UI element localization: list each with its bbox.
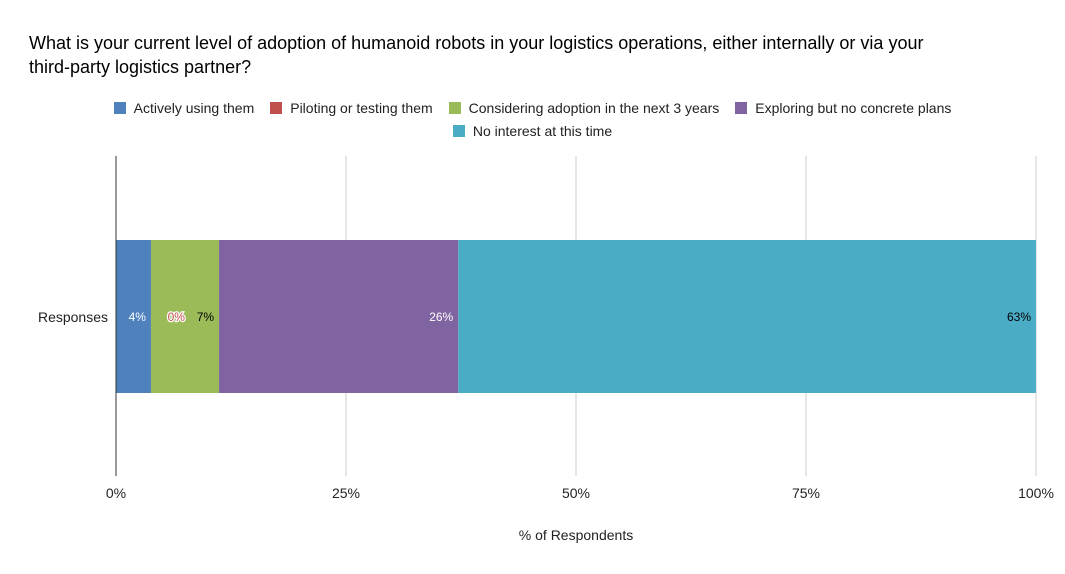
legend-row-2: No interest at this time: [0, 119, 1065, 142]
legend-item-actively-using[interactable]: Actively using them: [113, 99, 255, 116]
data-label: 0%: [168, 310, 186, 324]
legend-swatch: [452, 124, 465, 137]
data-label: 7%: [197, 310, 215, 324]
legend-item-exploring[interactable]: Exploring but no concrete plans: [735, 100, 951, 116]
data-label: 26%: [429, 310, 453, 324]
x-tick-label: 75%: [792, 485, 820, 501]
data-label: 63%: [1007, 310, 1031, 324]
category-label: Responses: [38, 309, 108, 325]
x-tick-label: 0%: [106, 485, 126, 501]
x-tick-label: 50%: [562, 485, 590, 501]
x-tick-label: 25%: [332, 485, 360, 501]
chart-title-line-1: What is your current level of adoption o…: [29, 33, 924, 53]
chart-title: What is your current level of adoption o…: [29, 31, 1039, 79]
bar-segment-actively-using-them: [116, 240, 151, 393]
legend-item-piloting[interactable]: Piloting or testing them: [270, 99, 433, 116]
data-label: 4%: [129, 310, 147, 324]
legend-item-considering[interactable]: Considering adoption in the next 3 years: [448, 99, 720, 116]
bar-segment-considering-adoption-in-the-next-3-years: [150, 240, 220, 393]
legend-swatch: [270, 101, 283, 114]
legend-label: Exploring but no concrete plans: [755, 99, 952, 116]
bar-segment-no-interest-at-this-time: [458, 240, 1036, 393]
x-axis-title: % of Respondents: [519, 527, 633, 543]
chart-title-line-2: third-party logistics partner?: [29, 57, 252, 77]
legend-item-no-interest[interactable]: No interest at this time: [452, 122, 613, 139]
legend-row-1: Actively using them Piloting or testing …: [0, 96, 1065, 119]
legend-swatch: [448, 101, 461, 114]
legend-swatch: [113, 101, 126, 114]
bar-segment-exploring-but-no-concrete-plans: [219, 240, 459, 393]
legend-swatch: [735, 101, 748, 114]
legend-label: Piloting or testing them: [290, 99, 433, 116]
x-tick-label: 100%: [1018, 485, 1054, 501]
legend-label: No interest at this time: [472, 122, 613, 139]
chart-legend: Actively using them Piloting or testing …: [0, 96, 1065, 142]
legend-label: Actively using them: [133, 99, 255, 116]
legend-label: Considering adoption in the next 3 years: [468, 99, 720, 116]
